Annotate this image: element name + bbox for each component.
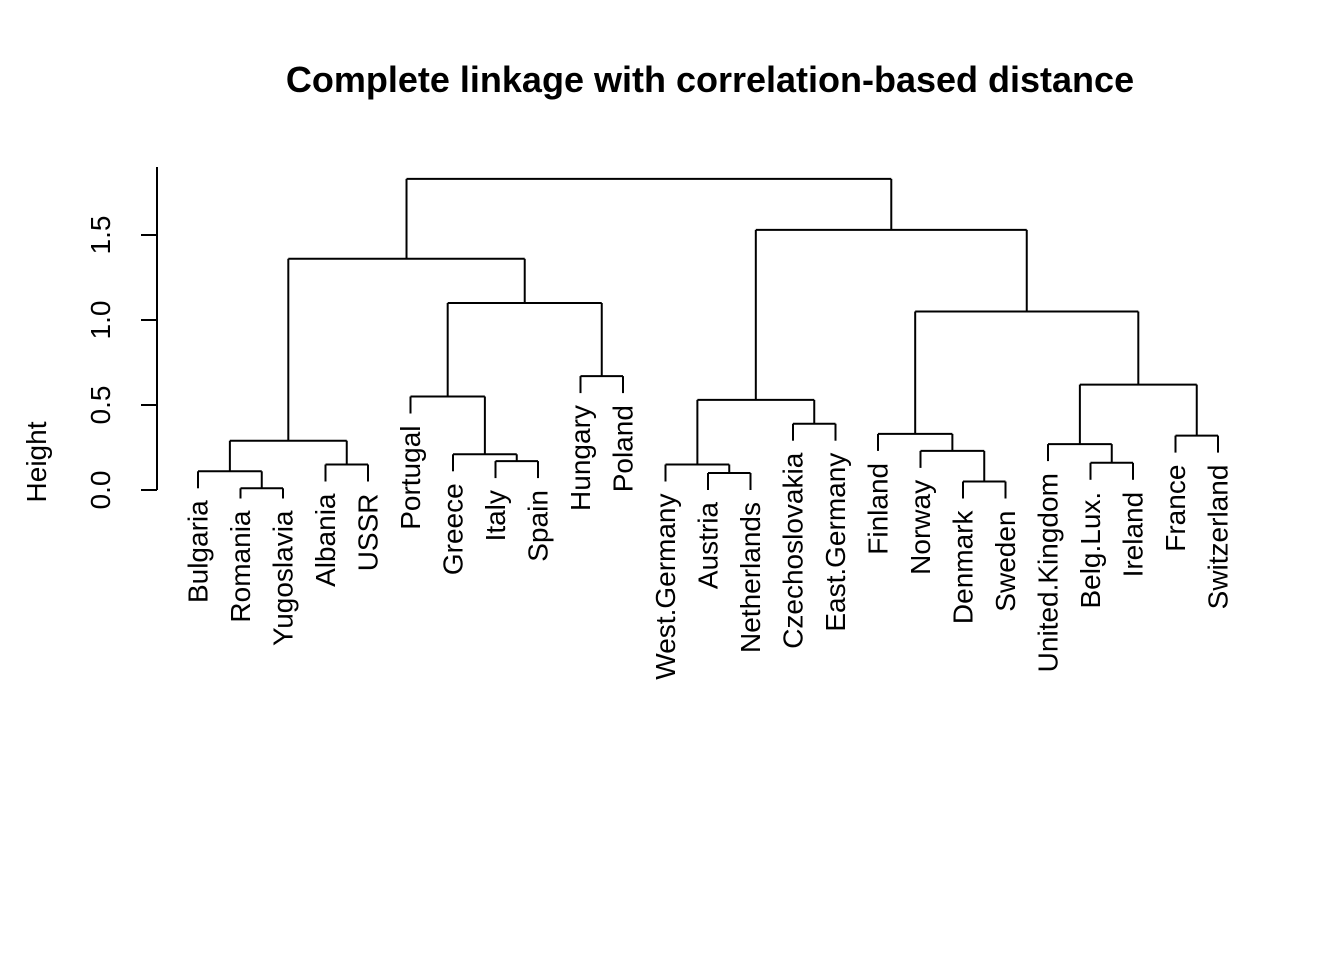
leaf-label: West.Germany xyxy=(650,494,681,680)
leaf-label: Norway xyxy=(905,480,936,575)
leaf-label: United.Kingdom xyxy=(1033,473,1064,672)
leaf-label: Czechoslovakia xyxy=(778,452,809,649)
y-tick-label: 0.5 xyxy=(85,386,116,425)
leaf-label: Sweden xyxy=(990,511,1021,612)
y-tick-label: 1.0 xyxy=(85,301,116,340)
leaf-label: Spain xyxy=(523,490,554,562)
leaf-label: Hungary xyxy=(565,405,596,511)
leaf-label: Switzerland xyxy=(1203,465,1234,610)
leaf-label: Romania xyxy=(225,510,256,622)
y-axis: 0.0 0.5 1.0 1.5 xyxy=(85,167,158,510)
leaf-label: Denmark xyxy=(948,510,979,625)
leaf-label: Ireland xyxy=(1118,492,1149,578)
leaf-label: Yugoslavia xyxy=(268,510,299,646)
leaf-labels: Bulgaria Romania Yugoslavia Albania USSR Port… xyxy=(183,405,1234,680)
leaf-label: Austria xyxy=(693,502,724,590)
leaf-label: Portugal xyxy=(395,426,426,530)
leaf-label: East.Germany xyxy=(820,453,851,632)
y-axis-label: Height xyxy=(21,421,52,502)
leaf-label: Finland xyxy=(863,463,894,555)
leaf-label: Albania xyxy=(310,493,341,587)
leaf-label: Bulgaria xyxy=(183,500,214,603)
chart-title: Complete linkage with correlation-based … xyxy=(286,59,1134,100)
leaf-label: Netherlands xyxy=(735,502,766,653)
leaf-label: France xyxy=(1160,465,1191,552)
leaf-label: Greece xyxy=(438,483,469,575)
leaf-label: USSR xyxy=(353,494,384,572)
dendrogram-branches xyxy=(197,177,1219,499)
leaf-label: Poland xyxy=(608,405,639,492)
leaf-label: Italy xyxy=(480,490,511,541)
y-tick-label: 1.5 xyxy=(85,216,116,255)
leaf-label: Belg.Lux. xyxy=(1075,492,1106,609)
y-tick-label: 0.0 xyxy=(85,471,116,510)
